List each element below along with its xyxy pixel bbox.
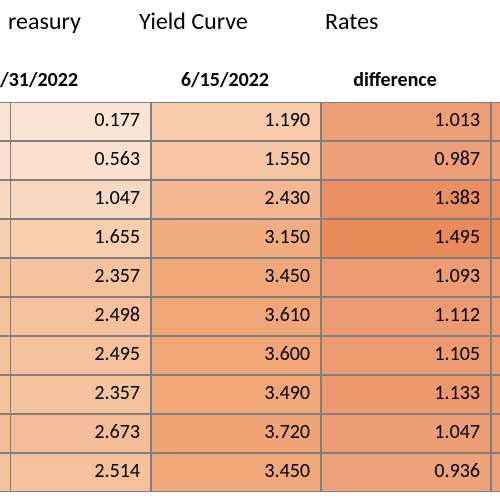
row-tail (491, 141, 500, 180)
title-part-3: Rates (317, 3, 386, 40)
row-tail (491, 219, 500, 258)
table-row: 2.3573.4901.133 (0, 375, 500, 414)
row-tail (491, 453, 500, 492)
cell-col-b: 3.600 (151, 336, 321, 375)
cell-col-c: 1.013 (321, 102, 491, 141)
cell-col-a: 2.673 (11, 414, 151, 453)
cell-col-b: 1.550 (151, 141, 321, 180)
cell-col-c: 0.936 (321, 453, 491, 492)
cell-col-b: 2.430 (151, 180, 321, 219)
cell-col-c: 1.105 (321, 336, 491, 375)
cell-col-b: 3.720 (151, 414, 321, 453)
cell-col-a: 2.357 (11, 258, 151, 297)
row-tail (491, 180, 500, 219)
row-stub (0, 297, 11, 336)
table-row: 2.3573.4501.093 (0, 258, 500, 297)
row-stub (0, 141, 11, 180)
row-tail (491, 336, 500, 375)
cell-col-c: 1.112 (321, 297, 491, 336)
cell-col-c: 1.383 (321, 180, 491, 219)
header-row: /31/2022 6/15/2022 difference (0, 42, 500, 102)
table-body: 0.1771.1901.0130.5631.5500.9871.0472.430… (0, 102, 500, 492)
cell-col-a: 0.177 (11, 102, 151, 141)
row-tail (491, 375, 500, 414)
row-stub (0, 219, 11, 258)
cell-col-a: 2.357 (11, 375, 151, 414)
cell-col-a: 2.495 (11, 336, 151, 375)
table-row: 1.0472.4301.383 (0, 180, 500, 219)
cell-col-a: 0.563 (11, 141, 151, 180)
cell-col-b: 3.610 (151, 297, 321, 336)
row-tail (491, 297, 500, 336)
cell-col-b: 3.450 (151, 258, 321, 297)
title-part-2: Yield Curve (131, 3, 317, 40)
cell-col-c: 0.987 (321, 141, 491, 180)
row-stub (0, 258, 11, 297)
cell-col-c: 1.093 (321, 258, 491, 297)
cell-col-b: 3.450 (151, 453, 321, 492)
cell-col-a: 2.498 (11, 297, 151, 336)
cell-col-a: 2.514 (11, 453, 151, 492)
title-row: reasury Yield Curve Rates (0, 0, 500, 42)
table-row: 0.5631.5500.987 (0, 141, 500, 180)
table-row: 1.6553.1501.495 (0, 219, 500, 258)
row-stub (0, 336, 11, 375)
cell-col-a: 1.655 (11, 219, 151, 258)
cell-col-b: 3.150 (151, 219, 321, 258)
table-row: 2.5143.4500.936 (0, 453, 500, 492)
row-tail (491, 102, 500, 141)
row-stub (0, 414, 11, 453)
title-part-1: reasury (0, 3, 131, 40)
row-tail (491, 414, 500, 453)
cell-col-c: 1.047 (321, 414, 491, 453)
row-tail (491, 258, 500, 297)
header-col-b: 6/15/2022 (140, 60, 310, 102)
cell-col-c: 1.133 (321, 375, 491, 414)
header-col-c: difference (310, 60, 480, 102)
row-stub (0, 180, 11, 219)
row-stub (0, 102, 11, 141)
table-row: 2.4953.6001.105 (0, 336, 500, 375)
row-stub (0, 453, 11, 492)
header-col-a: /31/2022 (0, 60, 140, 102)
cell-col-b: 1.190 (151, 102, 321, 141)
cell-col-a: 1.047 (11, 180, 151, 219)
cell-col-b: 3.490 (151, 375, 321, 414)
cell-col-c: 1.495 (321, 219, 491, 258)
table-row: 2.4983.6101.112 (0, 297, 500, 336)
table-row: 0.1771.1901.013 (0, 102, 500, 141)
table-row: 2.6733.7201.047 (0, 414, 500, 453)
row-stub (0, 375, 11, 414)
